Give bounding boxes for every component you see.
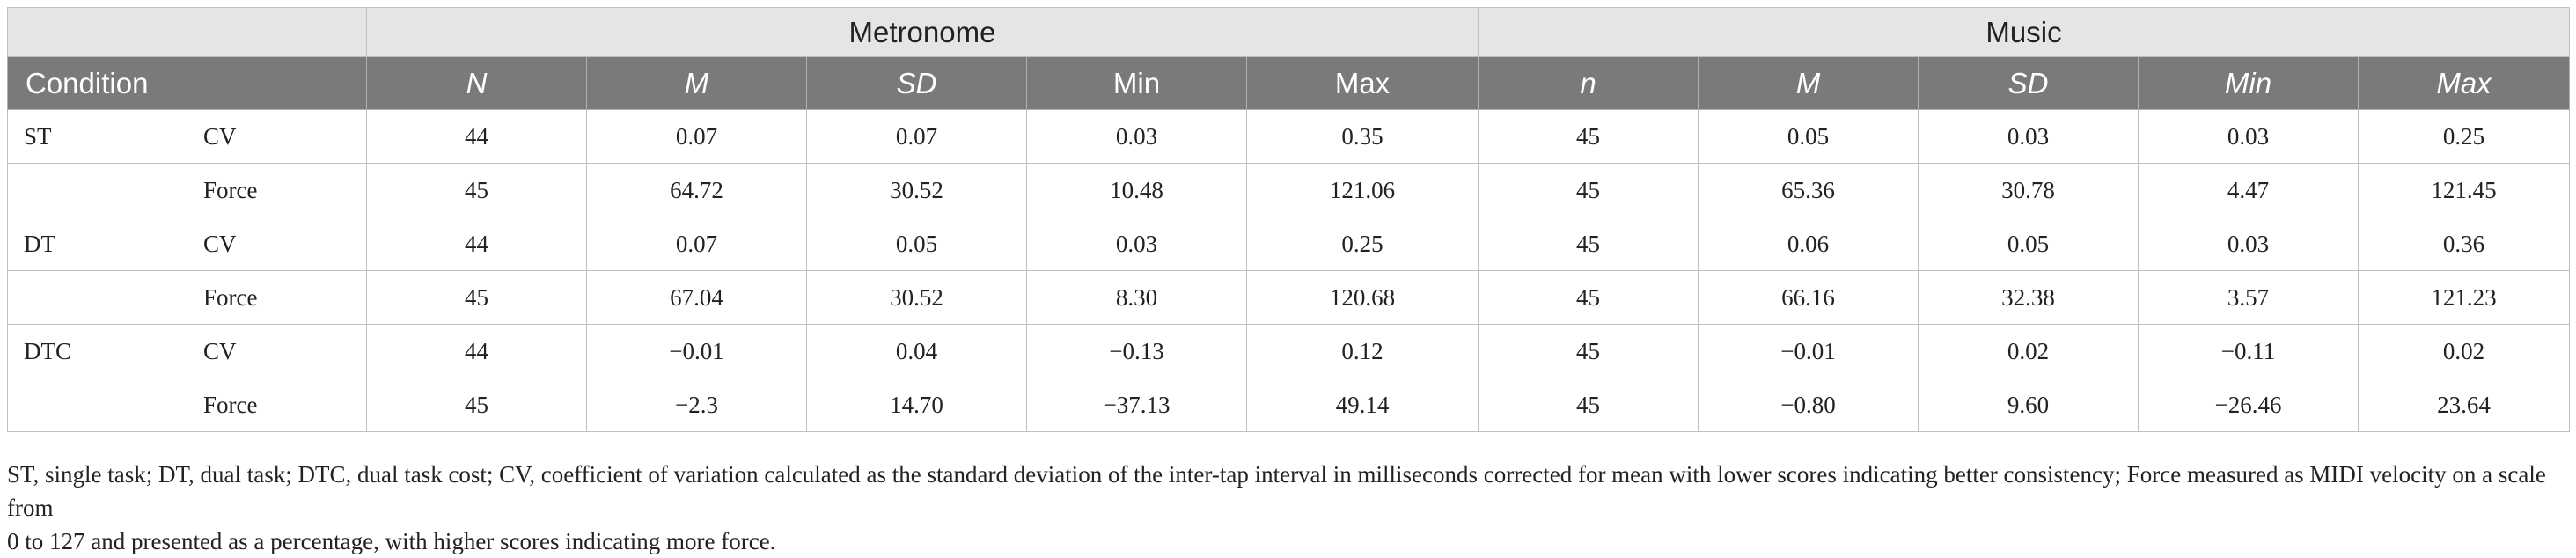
table-row: DTC CV 44 −0.01 0.04 −0.13 0.12 45 −0.01 0.02 −0.1… [7, 324, 2571, 378]
column-header-metronome-min: Min [1026, 56, 1247, 110]
cell-music-min: 4.47 [2138, 163, 2359, 217]
cell-metronome-sd: 0.07 [806, 109, 1027, 164]
group-header-metronome: Metronome [365, 7, 1479, 57]
column-header-metronome-max: Max [1245, 56, 1479, 110]
column-header-condition: Condition [7, 56, 367, 110]
column-header-music-max: Max [2358, 56, 2571, 110]
cell-music-m: −0.80 [1698, 378, 1919, 432]
cell-music-sd: 0.03 [1918, 109, 2139, 164]
column-header-row: Condition N M SD Min Max n M SD Min Max [7, 56, 2571, 110]
table-row: DT CV 44 0.07 0.05 0.03 0.25 45 0.06 0.05 0.03 0.36 [7, 217, 2571, 271]
cell-metronome-min: 8.30 [1026, 270, 1247, 325]
cell-music-n: 45 [1478, 163, 1699, 217]
cell-metronome-max: 0.25 [1245, 217, 1479, 271]
column-header-metronome-n: N [366, 56, 587, 110]
cell-metronome-m: 67.04 [586, 270, 807, 325]
cell-music-sd: 0.02 [1918, 324, 2139, 378]
cell-music-min: 0.03 [2138, 109, 2359, 164]
cell-metronome-min: −37.13 [1026, 378, 1247, 432]
column-header-metronome-m: M [586, 56, 807, 110]
group-header-music: Music [1478, 7, 2571, 57]
column-header-music-sd: SD [1918, 56, 2139, 110]
cell-music-n: 45 [1478, 217, 1699, 271]
cell-condition [7, 378, 187, 432]
cell-metronome-max: 0.35 [1245, 109, 1479, 164]
table-row: Force 45 64.72 30.52 10.48 121.06 45 65.36 30.78… [7, 163, 2571, 217]
table-row: ST CV 44 0.07 0.07 0.03 0.35 45 0.05 0.03 0.03 0.25 [7, 109, 2571, 164]
cell-metronome-n: 45 [366, 270, 587, 325]
cell-condition [7, 163, 187, 217]
column-header-music-m: M [1698, 56, 1919, 110]
cell-music-n: 45 [1478, 109, 1699, 164]
cell-condition [7, 270, 187, 325]
cell-measure: CV [187, 217, 367, 271]
cell-measure: Force [187, 270, 367, 325]
footnote-line-2: 0 to 127 and presented as a percentage, … [7, 528, 776, 554]
cell-metronome-max: 120.68 [1245, 270, 1479, 325]
cell-metronome-n: 45 [366, 163, 587, 217]
cell-metronome-max: 0.12 [1245, 324, 1479, 378]
table-body: ST CV 44 0.07 0.07 0.03 0.35 45 0.05 0.03 0.03 0.25… [7, 109, 2571, 432]
column-header-music-min: Min [2138, 56, 2359, 110]
cell-metronome-max: 121.06 [1245, 163, 1479, 217]
cell-music-m: 0.06 [1698, 217, 1919, 271]
group-header-blank [7, 7, 367, 57]
cell-measure: CV [187, 109, 367, 164]
cell-metronome-n: 45 [366, 378, 587, 432]
cell-music-m: 66.16 [1698, 270, 1919, 325]
cell-metronome-n: 44 [366, 217, 587, 271]
cell-music-m: 65.36 [1698, 163, 1919, 217]
cell-metronome-sd: 30.52 [806, 270, 1027, 325]
cell-metronome-sd: 0.05 [806, 217, 1027, 271]
cell-metronome-min: 10.48 [1026, 163, 1247, 217]
table-footnote: ST, single task; DT, dual task; DTC, dua… [7, 458, 2569, 558]
cell-measure: CV [187, 324, 367, 378]
cell-metronome-m: 0.07 [586, 109, 807, 164]
cell-music-max: 23.64 [2358, 378, 2571, 432]
cell-music-sd: 9.60 [1918, 378, 2139, 432]
cell-measure: Force [187, 378, 367, 432]
cell-condition: ST [7, 109, 187, 164]
cell-metronome-m: 64.72 [586, 163, 807, 217]
cell-music-m: 0.05 [1698, 109, 1919, 164]
cell-music-n: 45 [1478, 270, 1699, 325]
cell-condition: DT [7, 217, 187, 271]
cell-metronome-min: 0.03 [1026, 109, 1247, 164]
cell-music-m: −0.01 [1698, 324, 1919, 378]
table-row: Force 45 −2.3 14.70 −37.13 49.14 45 −0.80 9.60 −2… [7, 378, 2571, 432]
group-header-row: Metronome Music [7, 7, 2571, 57]
cell-music-max: 121.45 [2358, 163, 2571, 217]
cell-metronome-min: 0.03 [1026, 217, 1247, 271]
cell-music-min: −0.11 [2138, 324, 2359, 378]
cell-music-max: 121.23 [2358, 270, 2571, 325]
table-row: Force 45 67.04 30.52 8.30 120.68 45 66.16 32.38 3… [7, 270, 2571, 325]
cell-music-n: 45 [1478, 324, 1699, 378]
cell-metronome-sd: 30.52 [806, 163, 1027, 217]
cell-metronome-max: 49.14 [1245, 378, 1479, 432]
cell-metronome-n: 44 [366, 324, 587, 378]
cell-music-n: 45 [1478, 378, 1699, 432]
cell-measure: Force [187, 163, 367, 217]
cell-condition: DTC [7, 324, 187, 378]
results-table: Metronome Music Condition N M SD Min Max… [7, 7, 2571, 432]
cell-metronome-sd: 14.70 [806, 378, 1027, 432]
cell-metronome-m: 0.07 [586, 217, 807, 271]
cell-metronome-n: 44 [366, 109, 587, 164]
cell-music-sd: 32.38 [1918, 270, 2139, 325]
cell-metronome-min: −0.13 [1026, 324, 1247, 378]
cell-music-min: −26.46 [2138, 378, 2359, 432]
cell-music-sd: 30.78 [1918, 163, 2139, 217]
cell-music-sd: 0.05 [1918, 217, 2139, 271]
cell-music-min: 3.57 [2138, 270, 2359, 325]
footnote-line-1: ST, single task; DT, dual task; DTC, dua… [7, 461, 2546, 521]
cell-metronome-m: −0.01 [586, 324, 807, 378]
column-header-music-n: n [1478, 56, 1699, 110]
cell-music-min: 0.03 [2138, 217, 2359, 271]
cell-music-max: 0.02 [2358, 324, 2571, 378]
cell-music-max: 0.36 [2358, 217, 2571, 271]
cell-metronome-sd: 0.04 [806, 324, 1027, 378]
column-header-metronome-sd: SD [806, 56, 1027, 110]
cell-metronome-m: −2.3 [586, 378, 807, 432]
cell-music-max: 0.25 [2358, 109, 2571, 164]
